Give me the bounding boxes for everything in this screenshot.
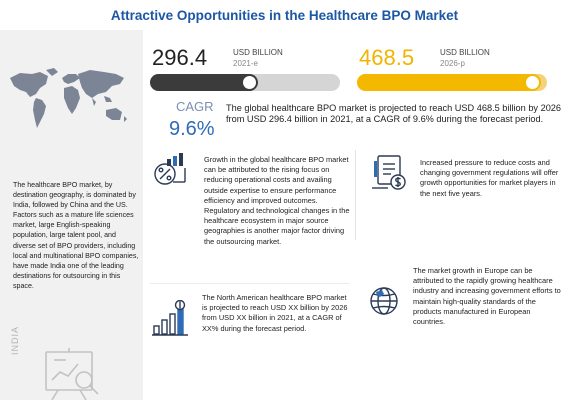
regulation-opportunity-text: Increased pressure to reduce costs and c… xyxy=(420,158,559,198)
north-america-text: The North American healthcare BPO market… xyxy=(202,293,348,333)
europe-text: The market growth in Europe can be attri… xyxy=(413,266,561,327)
progress-bar-2026 xyxy=(357,74,547,91)
metric-year-2026: 2026-p xyxy=(440,59,465,68)
cagr-description: The global healthcare BPO market is proj… xyxy=(226,103,562,125)
metric-unit-2026: USD BILLION xyxy=(440,48,490,57)
left-panel: The healthcare BPO market, by destinatio… xyxy=(0,30,143,400)
metric-unit-2021: USD BILLION xyxy=(233,48,283,57)
progress-knob-2026 xyxy=(526,76,539,89)
cagr-label: CAGR xyxy=(176,99,214,114)
divider xyxy=(355,150,356,240)
metric-value-2021: 296.4 xyxy=(152,45,208,70)
progress-knob-2021 xyxy=(243,76,256,89)
progress-bar-2021 xyxy=(150,74,340,91)
metric-value-2026: 468.5 xyxy=(359,45,415,70)
rising-bar-chart-dollar-icon xyxy=(152,300,188,336)
growth-chart-percent-icon xyxy=(154,153,186,185)
cagr-value: 9.6% xyxy=(169,118,215,140)
left-panel-text: The healthcare BPO market, by destinatio… xyxy=(13,181,139,290)
regulation-document-dollar-icon xyxy=(372,155,406,190)
world-map-icon xyxy=(10,68,127,128)
progress-fill-2021 xyxy=(150,74,258,91)
progress-fill-2026 xyxy=(357,74,541,91)
growth-drivers-text: Growth in the global healthcare BPO mark… xyxy=(204,155,350,246)
analysis-board-icon xyxy=(45,348,99,400)
page-title: Attractive Opportunities in the Healthca… xyxy=(110,8,459,23)
country-label: INDIA xyxy=(10,325,20,355)
divider xyxy=(150,283,350,284)
metric-year-2021: 2021-e xyxy=(233,59,258,68)
globe-europe-icon xyxy=(370,287,398,315)
